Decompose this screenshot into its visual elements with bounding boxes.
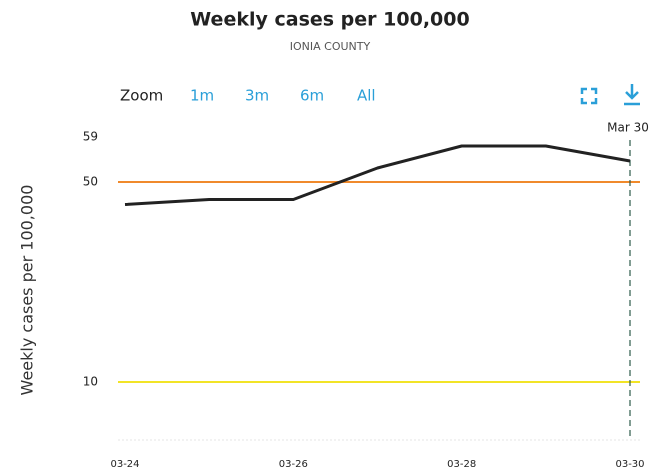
x-tick-label: 03-26 bbox=[279, 459, 308, 470]
x-tick-label: 03-28 bbox=[447, 459, 476, 470]
y-tick-label: 59 bbox=[83, 130, 98, 144]
y-axis-label: Weekly cases per 100,000 bbox=[18, 185, 37, 396]
zoom-button[interactable]: 6m bbox=[300, 87, 324, 105]
zoom-button[interactable]: 1m bbox=[190, 87, 214, 105]
chart-title: Weekly cases per 100,000 bbox=[190, 9, 469, 31]
fullscreen-icon[interactable] bbox=[580, 87, 598, 105]
chart-subtitle: IONIA COUNTY bbox=[290, 40, 371, 53]
x-tick-label: 03-24 bbox=[110, 459, 139, 470]
zoom-label: Zoom bbox=[120, 87, 163, 105]
y-tick-label: 50 bbox=[83, 175, 98, 189]
series-line bbox=[124, 144, 631, 206]
x-tick-label: 03-30 bbox=[615, 459, 644, 470]
zoom-button[interactable]: 3m bbox=[245, 87, 269, 105]
y-tick-label: 10 bbox=[83, 375, 98, 389]
zoom-button[interactable]: All bbox=[357, 87, 376, 105]
download-icon[interactable] bbox=[624, 84, 640, 106]
crosshair-label: Mar 30 bbox=[607, 121, 649, 135]
